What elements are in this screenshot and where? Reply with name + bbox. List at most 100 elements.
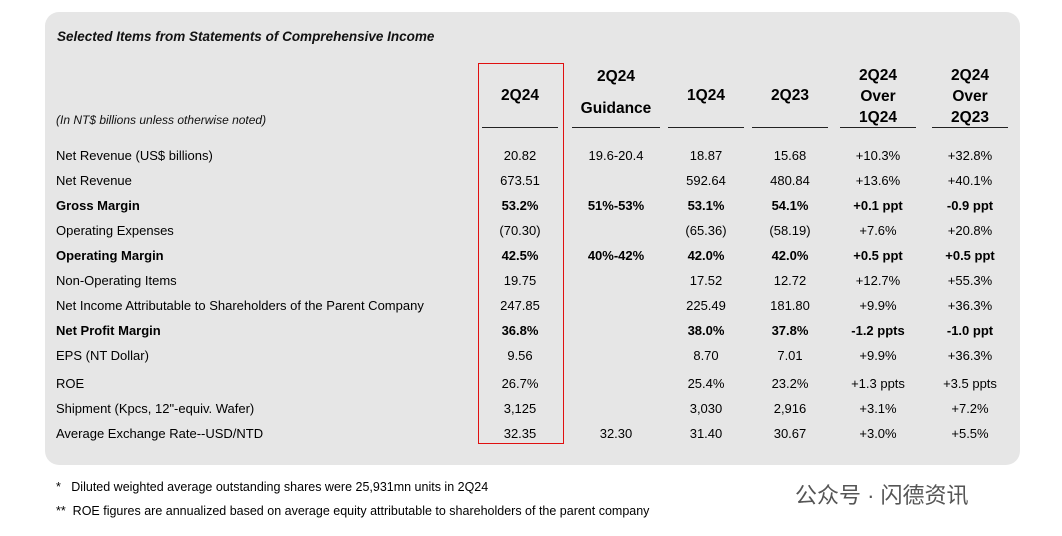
cell: +7.6% (859, 223, 897, 238)
cell: 19.6-20.4 (588, 148, 644, 163)
cell: 9.56 (507, 348, 533, 363)
column-header: 2Q23 (771, 87, 809, 104)
column-header: 2Q24 (859, 67, 897, 84)
header-underline (572, 127, 660, 128)
cell: +3.5 ppts (943, 376, 997, 391)
column-header: Over (860, 88, 896, 105)
cell: +55.3% (947, 273, 993, 288)
row-label: Operating Margin (56, 248, 164, 263)
cell: 673.51 (500, 173, 540, 188)
cell: 20.82 (503, 148, 537, 163)
cell: (65.36) (685, 223, 727, 238)
highlight-box (478, 63, 564, 444)
cell: 19.75 (503, 273, 537, 288)
cell: 247.85 (500, 298, 540, 313)
cell: 42.0% (687, 248, 725, 263)
cell: (70.30) (499, 223, 541, 238)
row-label: Net Profit Margin (56, 323, 161, 338)
row-label: Operating Expenses (56, 223, 174, 238)
cell: +13.6% (855, 173, 901, 188)
cell: 37.8% (771, 323, 809, 338)
column-header: Over (952, 88, 988, 105)
cell: 18.87 (689, 148, 723, 163)
cell: 32.30 (599, 426, 633, 441)
title: Selected Items from Statements of Compre… (57, 29, 435, 44)
cell: 17.52 (689, 273, 723, 288)
cell: 12.72 (773, 273, 807, 288)
row-label: EPS (NT Dollar) (56, 348, 149, 363)
column-header: 1Q24 (687, 87, 725, 104)
cell: +32.8% (947, 148, 993, 163)
cell: 592.64 (686, 173, 726, 188)
cell: 2,916 (773, 401, 807, 416)
column-header: Guidance (580, 100, 652, 117)
cell: 181.80 (770, 298, 810, 313)
row-label: Non-Operating Items (56, 273, 177, 288)
cell: 30.67 (773, 426, 807, 441)
header-underline (752, 127, 828, 128)
header-underline (482, 127, 558, 128)
cell: 225.49 (686, 298, 726, 313)
row-label: Net Revenue (56, 173, 132, 188)
cell: +9.9% (859, 348, 897, 363)
cell: 25.4% (687, 376, 725, 391)
footnote: ** ROE figures are annualized based on a… (56, 504, 650, 518)
column-header: 1Q24 (859, 109, 897, 126)
cell: +0.5 ppt (945, 248, 995, 263)
cell: 7.01 (777, 348, 803, 363)
cell: +1.3 ppts (851, 376, 905, 391)
row-label: Net Income Attributable to Shareholders … (56, 298, 424, 313)
cell: 38.0% (687, 323, 725, 338)
cell: 26.7% (501, 376, 539, 391)
cell: 31.40 (689, 426, 723, 441)
cell: 15.68 (773, 148, 807, 163)
cell: +9.9% (859, 298, 897, 313)
cell: -1.2 ppts (851, 323, 905, 338)
cell: +3.1% (859, 401, 897, 416)
cell: +10.3% (855, 148, 901, 163)
cell: +5.5% (951, 426, 989, 441)
cell: +3.0% (859, 426, 897, 441)
cell: 23.2% (771, 376, 809, 391)
cell: 53.1% (687, 198, 725, 213)
column-header: 2Q24 (501, 87, 539, 104)
cell: 42.5% (501, 248, 539, 263)
cell: -0.9 ppt (946, 198, 994, 213)
cell: -1.0 ppt (946, 323, 994, 338)
cell: +20.8% (947, 223, 993, 238)
cell: +0.5 ppt (853, 248, 903, 263)
cell: (58.19) (769, 223, 811, 238)
cell: +0.1 ppt (853, 198, 903, 213)
cell: 480.84 (770, 173, 810, 188)
note: (In NT$ billions unless otherwise noted) (56, 113, 267, 127)
cell: 54.1% (771, 198, 809, 213)
cell: 3,030 (689, 401, 723, 416)
panel (45, 12, 1020, 465)
cell: +36.3% (947, 348, 993, 363)
row-label: Average Exchange Rate--USD/NTD (56, 426, 264, 441)
cell: 32.35 (503, 426, 537, 441)
column-header: 2Q23 (951, 109, 989, 126)
watermark: 公众号 · 闪德资讯 (795, 483, 969, 508)
cell: +40.1% (947, 173, 993, 188)
cell: +12.7% (855, 273, 901, 288)
cell: 51%-53% (587, 198, 645, 213)
cell: +7.2% (951, 401, 989, 416)
cell: 53.2% (501, 198, 539, 213)
row-label: Shipment (Kpcs, 12"-equiv. Wafer) (56, 401, 255, 416)
row-label: ROE (56, 376, 85, 391)
row-label: Net Revenue (US$ billions) (56, 148, 213, 163)
header-underline (668, 127, 744, 128)
column-header: 2Q24 (951, 67, 989, 84)
footnote: * Diluted weighted average outstanding s… (56, 480, 489, 494)
row-label: Gross Margin (56, 198, 140, 213)
cell: 3,125 (503, 401, 537, 416)
cell: +36.3% (947, 298, 993, 313)
header-underline (932, 127, 1008, 128)
cell: 40%-42% (587, 248, 645, 263)
column-header: 2Q24 (597, 68, 635, 85)
cell: 42.0% (771, 248, 809, 263)
cell: 36.8% (501, 323, 539, 338)
header-underline (840, 127, 916, 128)
